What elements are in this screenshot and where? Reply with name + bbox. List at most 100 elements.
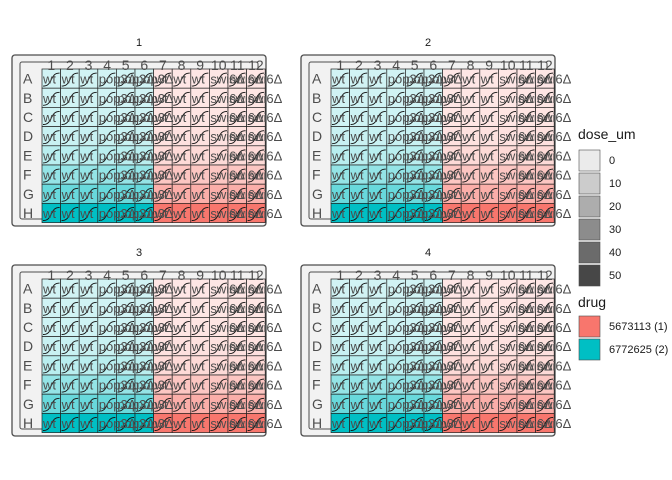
column-label: 11 [519,57,534,73]
growth-curve [406,111,424,125]
strain-label: wt [191,397,205,412]
column-label: 12 [537,57,553,73]
row-label: F [312,167,321,183]
strain-label: swi6Δ [248,320,283,335]
growth-curve [173,149,190,164]
growth-curve [424,282,442,297]
strain-label: wt [331,91,345,106]
growth-curve [173,359,190,374]
growth-curve [191,282,209,297]
column-label: 8 [467,57,475,73]
growth-curve [517,130,535,145]
growth-curve [98,378,116,393]
strain-label: pop3Δ [99,129,137,144]
growth-curve [247,130,265,145]
growth-curve [369,149,386,164]
strain-label: wt [42,148,56,163]
strain-label: wt [61,129,75,144]
growth-curve [369,282,386,297]
strain-label: wt [331,148,345,163]
growth-curve [80,321,97,335]
growth-curve [191,340,209,355]
growth-curve [210,130,228,145]
strain-label: swi6Δ [537,397,572,412]
growth-curve [98,301,116,316]
strain-label: wt [61,282,75,297]
growth-curve [191,301,209,316]
growth-curve [387,187,405,202]
growth-curve [350,207,368,221]
strain-label: wt [61,320,75,335]
row-label: G [312,186,323,202]
growth-curve [536,149,554,164]
growth-curve [117,282,135,297]
strain-label: swi6Δ [210,187,245,202]
strain-label: pop3Δ [136,416,174,431]
row-label: H [23,205,33,221]
growth-curve [331,111,349,125]
column-label: 9 [196,57,204,73]
growth-curve [462,130,479,145]
growth-curve [406,397,424,412]
row-label: H [23,415,33,431]
strain-label: wt [480,72,494,87]
growth-curve [369,91,386,106]
strain-label: wt [154,282,168,297]
growth-curve [228,187,246,202]
growth-curve [462,149,479,164]
growth-curve [117,397,135,412]
growth-curve [387,91,405,106]
row-label: C [23,109,33,125]
growth-curve [331,359,349,374]
growth-curve [210,340,228,355]
growth-curve [173,417,190,431]
growth-curve [536,130,554,145]
growth-curve [424,378,442,393]
growth-curve [443,359,461,374]
growth-curve [350,340,368,355]
strain-label: wt [191,358,205,373]
growth-curve [387,301,405,316]
strain-label: wt [42,206,56,221]
strain-label: wt [368,110,382,125]
growth-curve [331,378,349,393]
growth-curve [387,359,405,374]
growth-curve [406,130,424,145]
strain-label: pop3Δ [99,168,137,183]
strain-label: swi6Δ [229,301,264,316]
strain-label: pop3Δ [406,339,444,354]
strain-label: swi6Δ [499,282,534,297]
strain-label: pop3Δ [99,416,137,431]
strain-label: swi6Δ [499,416,534,431]
strain-label: wt [172,416,186,431]
strain-label: wt [42,416,56,431]
growth-curve [406,72,424,87]
strain-label: wt [461,168,475,183]
growth-curve [517,321,535,335]
strain-label: wt [172,91,186,106]
growth-curve [135,397,153,412]
growth-curve [191,130,209,145]
growth-curve [517,282,535,297]
growth-curve [480,168,498,183]
column-label: 3 [374,57,382,73]
strain-label: wt [154,72,168,87]
growth-curve [387,397,405,412]
growth-curve [42,72,60,87]
strain-label: pop3Δ [136,320,174,335]
growth-curve [480,207,498,221]
row-label: C [312,319,322,335]
growth-curve [228,168,246,183]
strain-label: wt [368,91,382,106]
growth-curve [61,321,79,335]
strain-label: wt [154,91,168,106]
strain-label: pop3Δ [406,416,444,431]
strain-label: wt [350,187,364,202]
strain-label: swi6Δ [229,110,264,125]
growth-curve [210,72,228,87]
strain-label: wt [480,320,494,335]
strain-label: wt [443,187,457,202]
strain-label: pop3Δ [136,339,174,354]
strain-label: swi6Δ [518,320,553,335]
growth-curve [536,378,554,393]
